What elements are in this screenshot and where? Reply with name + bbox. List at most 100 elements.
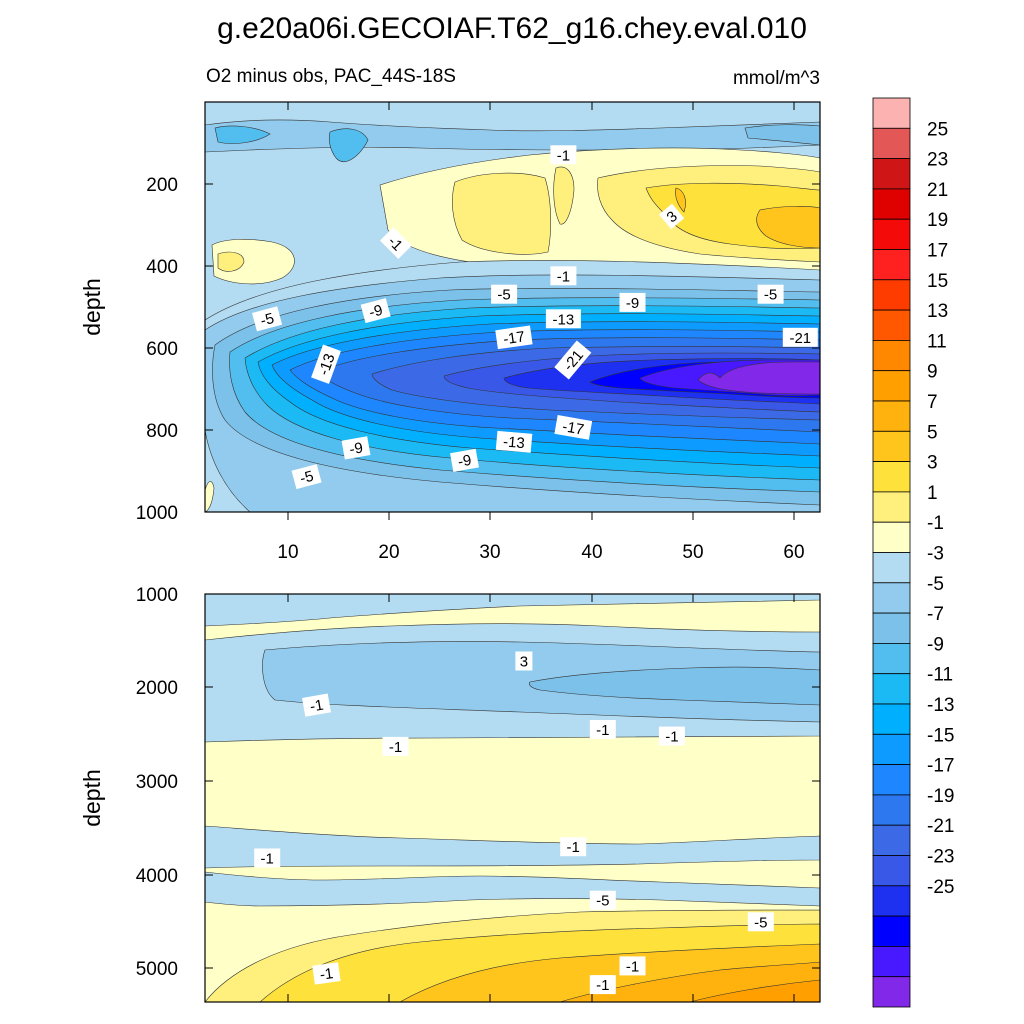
colorbar-swatch [872, 582, 911, 614]
lower-contour-label-2: -1 [619, 956, 646, 976]
upper-panel-right-string: mmol/m^3 [733, 68, 820, 89]
colorbar-swatches [872, 97, 911, 1008]
colorbar-swatch [872, 855, 911, 887]
upper-contour-label-bg [782, 327, 818, 347]
upper-contour-label-bg [379, 227, 412, 259]
upper-x-axis [287, 102, 795, 520]
lower-y-tick-5000: 5000 [136, 959, 178, 980]
upper-contour-label-9: -13 [545, 309, 581, 329]
lower-y-axis [205, 686, 820, 969]
upper-contour-label-4: -5 [491, 284, 518, 304]
upper-contour-labels: -13-1-1-5 -9 -5-5 -9 -13-17 -21-21-13-17-13-9… [252, 145, 818, 490]
colorbar-swatch [872, 400, 911, 432]
colorbar-label: 19 [927, 210, 948, 231]
colorbar-swatch [872, 915, 911, 947]
lower-contour-label-text: -1 [309, 697, 325, 716]
colorbar-swatch [872, 824, 911, 856]
colorbar-swatch [872, 946, 911, 978]
colorbar-label: -9 [927, 634, 944, 655]
lower-contour-label-8: -1 [589, 720, 616, 739]
colorbar-swatch [872, 430, 911, 462]
upper-contour-label-18: -5 [291, 464, 322, 490]
lower-contour-label-bg [515, 651, 533, 671]
upper-contour-label-11: -21 [782, 327, 818, 347]
lower-contour-label-5: -1 [254, 848, 281, 868]
colorbar-label: 1 [927, 483, 938, 504]
colorbar-label: -1 [927, 513, 944, 534]
lower-contour-label-6: -1 [560, 837, 587, 857]
upper-contour-label-text: -13 [502, 433, 525, 452]
colorbar-label: 13 [927, 301, 948, 322]
colorbar-swatch [872, 733, 911, 765]
colorbar-label: -25 [927, 877, 954, 898]
colorbar-label: -11 [927, 665, 953, 686]
upper-plot-frame [204, 101, 821, 513]
upper-contour-label-bg [550, 145, 577, 165]
lower-contour-label-text: -1 [665, 729, 678, 746]
figure-title: g.e20a06i.GECOIAF.T62_g16.chey.eval.010 [217, 12, 807, 45]
upper-contour-label-12: -21 [554, 340, 592, 380]
upper-contour-label-8: -9 [360, 298, 391, 324]
colorbar-label: 21 [927, 180, 948, 201]
lower-contour-label-bg [658, 726, 685, 746]
upper-contour-label-bg [554, 340, 592, 380]
upper-contour-label-bg [495, 325, 533, 350]
upper-contour-label-text: -17 [502, 328, 526, 348]
colorbar-label: -7 [927, 604, 944, 625]
lower-contour-label-text: -1 [261, 851, 274, 868]
upper-panel: O2 minus obs, PAC_44S-18S mmol/m^3 [79, 66, 821, 563]
colorbar-label: 9 [927, 362, 938, 383]
upper-contour-label-bg [341, 436, 371, 460]
upper-contour-label-5: -9 [619, 292, 646, 312]
upper-contour-label-14: -17 [554, 415, 593, 440]
colorbar-label: 23 [927, 150, 948, 171]
colorbar-swatch [872, 218, 911, 250]
lower-contour-label-11: 3 [515, 651, 533, 671]
lower-plot-frame [204, 593, 821, 1003]
upper-contour-label-text: -13 [315, 351, 338, 377]
lower-contour-label-bg [589, 720, 616, 739]
lower-contour-label-bg [560, 837, 587, 857]
lower-contour-label-text: -1 [596, 722, 609, 739]
lower-contour-label-text: -1 [626, 958, 639, 975]
lower-contour-label-bg [382, 736, 409, 756]
colorbar-label: -5 [927, 574, 944, 595]
lower-contour-label-bg [589, 975, 616, 995]
colorbar-label: 7 [927, 392, 938, 413]
colorbar-label: -13 [927, 695, 954, 716]
lower-panel: -1 -1 -1 -5 -5 -1 -1 -1 -1 -1 -1 3 1000 2000 3000 4… [79, 585, 821, 1003]
lower-contour-field [205, 594, 820, 1002]
colorbar-label: 3 [927, 453, 938, 474]
upper-contour-label-3: -1 [550, 266, 577, 286]
colorbar-swatch [872, 643, 911, 675]
upper-y-tick-400: 400 [146, 257, 178, 278]
lower-contour-label-text: -5 [596, 893, 609, 910]
upper-contour-label-bg [757, 284, 784, 304]
lower-contour-label-9: -1 [658, 726, 685, 746]
upper-contour-label-bg [619, 292, 646, 312]
upper-y-tick-1000: 1000 [136, 503, 178, 524]
colorbar-swatch [872, 249, 911, 281]
lower-contour-label-3: -5 [589, 890, 616, 910]
lower-y-tick-1000: 1000 [136, 585, 178, 606]
lower-y-tick-4000: 4000 [136, 866, 178, 887]
lower-y-tick-2000: 2000 [136, 678, 178, 699]
upper-contour-label-7: -5 [252, 306, 283, 332]
upper-y-axis-label: depth [79, 278, 105, 336]
upper-x-tick-50: 50 [682, 542, 703, 563]
upper-contour-label-text: -9 [626, 295, 639, 312]
upper-contour-label-bg [545, 309, 581, 329]
colorbar-label: -3 [927, 544, 944, 565]
lower-contour-label-text: -1 [319, 965, 335, 984]
upper-contour-label-6: -5 [757, 284, 784, 304]
lower-y-axis-label: depth [79, 769, 105, 827]
lower-contour-label-bg [619, 956, 646, 976]
upper-contour-label-bg [550, 266, 577, 286]
upper-y-tick-800: 800 [146, 421, 178, 442]
upper-panel-left-string: O2 minus obs, PAC_44S-18S [206, 66, 456, 87]
colorbar-swatch [872, 885, 911, 917]
lower-contour-label-bg [747, 912, 774, 932]
lower-contour-label-text: -1 [389, 739, 402, 756]
lower-contour-label-bg [254, 848, 281, 868]
